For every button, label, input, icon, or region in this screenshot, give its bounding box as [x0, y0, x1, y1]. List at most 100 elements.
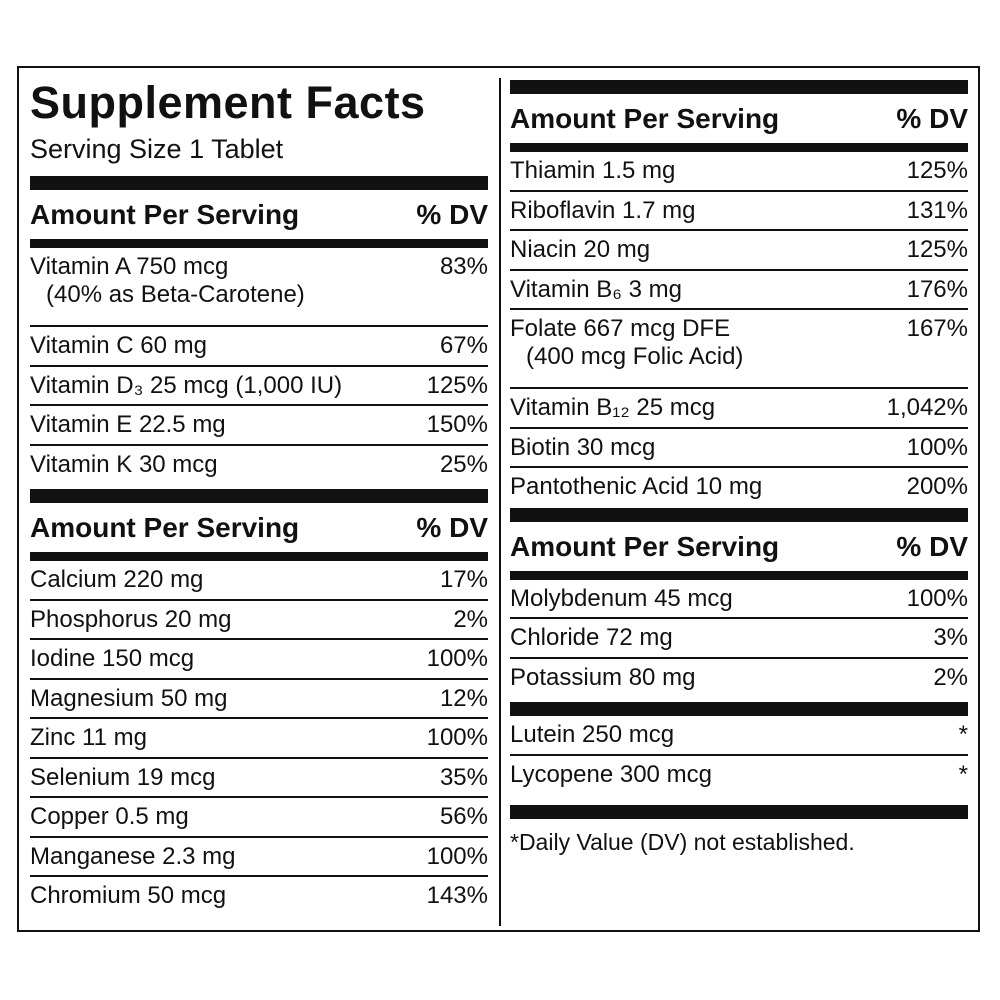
- nutrient-name-block: Niacin 20 mg: [510, 236, 650, 269]
- nutrient-row: Selenium 19 mcg 35%: [30, 759, 488, 798]
- nutrient-name-block: Vitamin B₆ 3 mg: [510, 276, 682, 309]
- nutrient-row: Lutein 250 mcg *: [510, 716, 968, 756]
- nutrient-name-block: Folate 667 mcg DFE (400 mcg Folic Acid): [510, 315, 743, 387]
- medium-rule: [510, 570, 968, 580]
- medium-rule: [30, 239, 488, 248]
- nutrient-name: Magnesium 50 mg: [30, 684, 228, 712]
- nutrient-name: Molybdenum 45 mcg: [510, 584, 733, 612]
- nutrient-dv: 100%: [426, 645, 488, 672]
- nutrient-name-block: Iodine 150 mcg: [30, 645, 194, 678]
- nutrient-row: Folate 667 mcg DFE (400 mcg Folic Acid) 16…: [510, 310, 968, 389]
- nutrient-dv: 100%: [426, 724, 488, 751]
- header-amount: Amount Per Serving: [510, 103, 780, 134]
- nutrient-name-block: Copper 0.5 mg: [30, 803, 189, 836]
- nutrient-name: Selenium 19 mcg: [30, 763, 216, 791]
- nutrient-name: Pantothenic Acid 10 mg: [510, 473, 763, 500]
- right-column: Amount Per Serving % DV Thiamin 1.5 mg 125%…: [510, 80, 968, 856]
- nutrient-dv: 56%: [439, 803, 488, 830]
- nutrient-dv: 167%: [906, 315, 968, 342]
- nutrient-name: Lutein 250 mcg: [510, 721, 675, 748]
- header-dv: % DV: [416, 512, 488, 543]
- nutrient-dv: 17%: [439, 566, 488, 593]
- nutrient-dv: 2%: [453, 605, 488, 633]
- nutrient-name: Copper 0.5 mg: [30, 803, 189, 830]
- nutrient-row: Biotin 30 mcg 100%: [510, 429, 968, 468]
- section-header: Amount Per Serving % DV: [30, 190, 488, 239]
- label-border: [17, 66, 980, 932]
- nutrient-name-block: Potassium 80 mg: [510, 664, 695, 699]
- medium-rule: [30, 552, 488, 561]
- nutrient-dv: 12%: [439, 684, 488, 712]
- header-dv: % DV: [896, 103, 968, 134]
- nutrient-row: Iodine 150 mcg 100%: [30, 640, 488, 680]
- nutrient-note: (400 mcg Folic Acid): [526, 343, 744, 370]
- nutrient-row: Vitamin B₁₂ 25 mcg 1,042%: [510, 389, 968, 429]
- nutrient-name: Calcium 220 mg: [30, 566, 204, 593]
- nutrient-name: Vitamin C 60 mg: [30, 332, 207, 359]
- nutrient-name-block: Vitamin C 60 mg: [30, 332, 207, 365]
- thick-rule: [510, 507, 968, 522]
- nutrient-row: Thiamin 1.5 mg 125%: [510, 152, 968, 192]
- nutrient-row: Phosphorus 20 mg 2%: [30, 601, 488, 640]
- header-dv: % DV: [416, 199, 488, 230]
- nutrient-name: Biotin 30 mcg: [510, 433, 656, 461]
- nutrient-name-block: Molybdenum 45 mcg: [510, 585, 733, 618]
- medium-rule: [510, 143, 968, 152]
- nutrient-row: Chromium 50 mcg 143%: [30, 877, 488, 917]
- section-header: Amount Per Serving % DV: [510, 522, 968, 571]
- nutrient-name-block: Chloride 72 mg: [510, 624, 673, 657]
- nutrient-name: Niacin 20 mg: [510, 236, 651, 263]
- nutrient-dv: 150%: [426, 411, 488, 438]
- nutrient-dv: 35%: [439, 763, 488, 791]
- nutrient-name: Zinc 11 mg: [30, 724, 147, 751]
- nutrient-row: Niacin 20 mg 125%: [510, 231, 968, 271]
- thick-rule: [30, 176, 488, 190]
- nutrient-dv: 125%: [426, 371, 488, 399]
- thick-rule: [510, 805, 968, 819]
- nutrient-dv: *: [958, 760, 968, 788]
- nutrient-name: Vitamin E 22.5 mg: [30, 411, 226, 438]
- header-amount: Amount Per Serving: [30, 199, 300, 230]
- nutrient-dv: 143%: [426, 882, 488, 909]
- nutrient-name-block: Selenium 19 mcg: [30, 764, 215, 797]
- nutrient-name: Potassium 80 mg: [510, 663, 696, 691]
- nutrient-row: Vitamin C 60 mg 67%: [30, 327, 488, 367]
- nutrient-name-block: Thiamin 1.5 mg: [510, 157, 675, 190]
- nutrient-dv: 176%: [906, 275, 968, 303]
- nutrient-dv: 25%: [439, 450, 488, 478]
- nutrient-name-block: Vitamin E 22.5 mg: [30, 411, 226, 444]
- nutrient-dv: 2%: [933, 663, 968, 691]
- thick-rule: [30, 489, 488, 503]
- nutrient-row: Pantothenic Acid 10 mg 200%: [510, 468, 968, 508]
- nutrient-name-block: Biotin 30 mcg: [510, 434, 655, 467]
- nutrient-name: Lycopene 300 mcg: [510, 760, 712, 788]
- nutrient-name-block: Magnesium 50 mg: [30, 685, 227, 718]
- nutrient-name: Iodine 150 mcg: [30, 645, 195, 672]
- nutrient-name-block: Pantothenic Acid 10 mg: [510, 473, 762, 508]
- nutrient-dv: 3%: [933, 624, 968, 651]
- nutrient-name-block: Zinc 11 mg: [30, 724, 147, 757]
- serving-size: Serving Size 1 Tablet: [30, 134, 284, 164]
- nutrient-row: Riboflavin 1.7 mg 131%: [510, 192, 968, 231]
- nutrient-row: Calcium 220 mg 17%: [30, 561, 488, 601]
- nutrient-row: Vitamin A 750 mcg (40% as Beta-Carotene) 8…: [30, 248, 488, 327]
- nutrient-name-block: Vitamin B₁₂ 25 mcg: [510, 394, 715, 427]
- nutrient-row: Potassium 80 mg 2%: [510, 659, 968, 699]
- nutrient-dv: 131%: [906, 196, 968, 224]
- nutrient-name: Chloride 72 mg: [510, 624, 673, 651]
- nutrient-name: Riboflavin 1.7 mg: [510, 196, 696, 224]
- nutrient-row: Vitamin K 30 mcg 25%: [30, 446, 488, 486]
- footnote: *Daily Value (DV) not established.: [510, 829, 855, 855]
- nutrient-name-block: Lutein 250 mcg: [510, 721, 674, 754]
- nutrient-name-block: Lycopene 300 mcg: [510, 761, 712, 796]
- nutrient-name: Thiamin 1.5 mg: [510, 157, 676, 184]
- section-header: Amount Per Serving % DV: [510, 94, 968, 143]
- nutrient-name-block: Chromium 50 mcg: [30, 882, 226, 917]
- nutrient-name-block: Phosphorus 20 mg: [30, 606, 231, 639]
- nutrient-row: Vitamin B₆ 3 mg 176%: [510, 271, 968, 310]
- title: Supplement Facts: [30, 77, 426, 128]
- nutrient-dv: 83%: [439, 253, 488, 280]
- nutrient-dv: *: [958, 721, 968, 748]
- nutrient-dv: 100%: [906, 433, 968, 461]
